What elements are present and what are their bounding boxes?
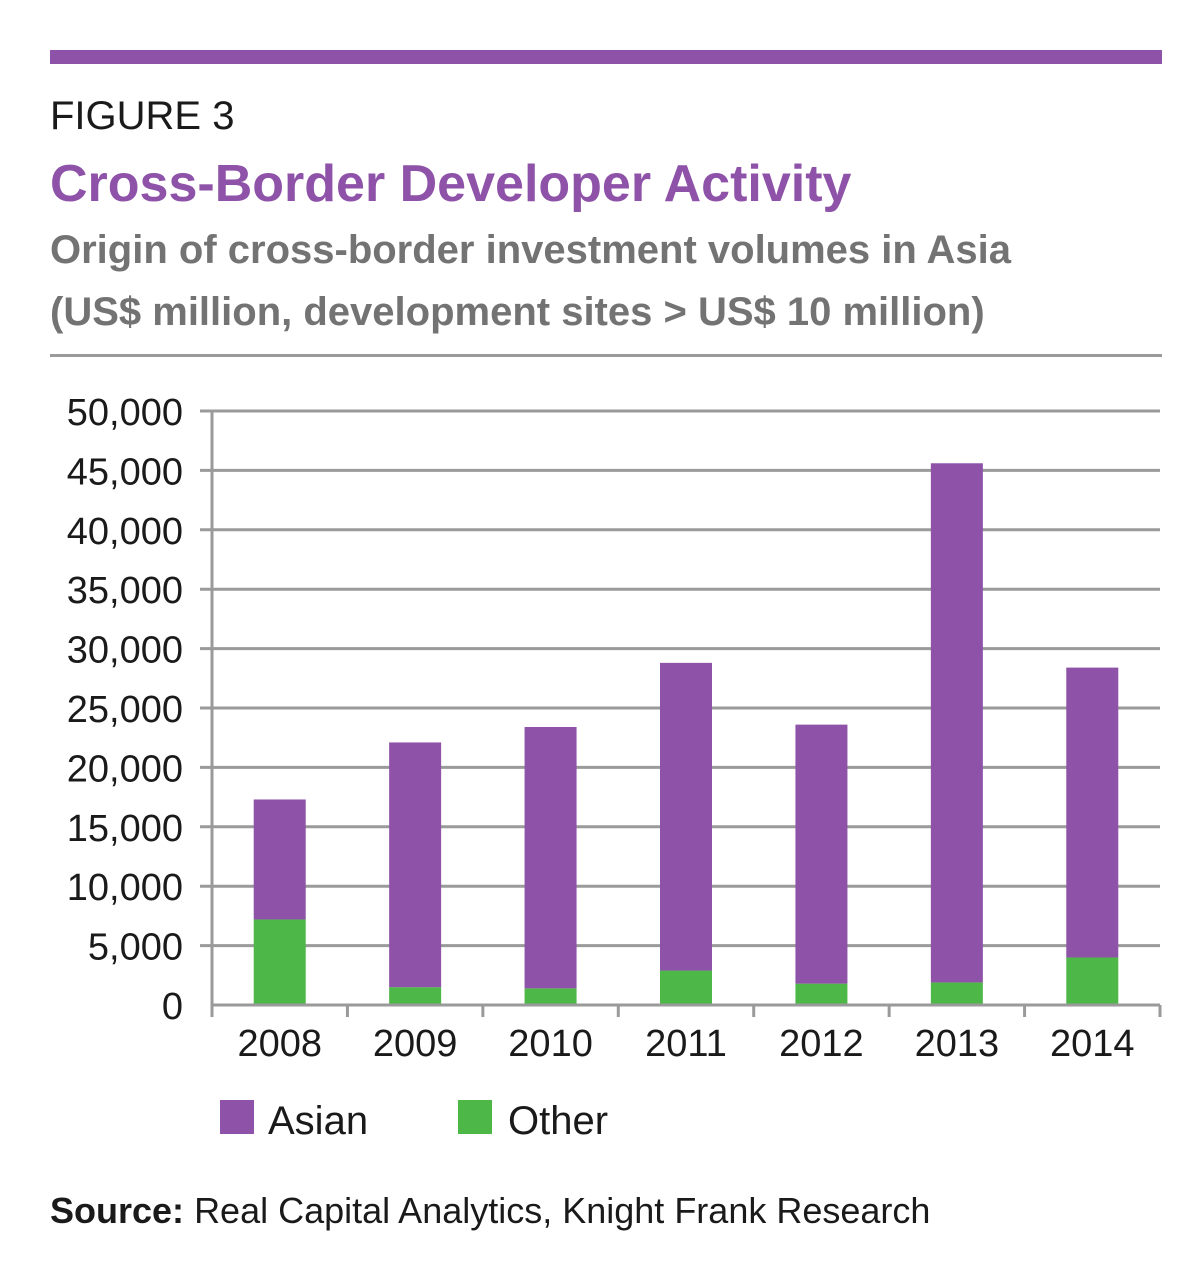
bar-other-2010 [524, 988, 577, 1005]
y-tick-label: 20,000 [67, 748, 183, 790]
chart-subtitle-line-1: Origin of cross-border investment volume… [50, 228, 1011, 272]
x-tick-label: 2009 [373, 1023, 458, 1065]
bar-asian-2012 [795, 724, 848, 984]
bar-asian-2009 [389, 742, 442, 988]
x-tick-label: 2013 [915, 1023, 1000, 1065]
legend-swatch-asian [220, 1100, 254, 1134]
bar-asian-2014 [1066, 667, 1119, 958]
x-tick-label: 2014 [1050, 1023, 1135, 1065]
figure-label: FIGURE 3 [50, 94, 235, 138]
source-text: Real Capital Analytics, Knight Frank Res… [194, 1190, 931, 1231]
legend-label-other: Other [508, 1099, 608, 1143]
bar-other-2011 [660, 970, 712, 1005]
top-accent-rule [50, 50, 1162, 64]
y-tick-label: 50,000 [67, 392, 183, 434]
bar-asian-2011 [660, 662, 712, 971]
source-note: Source: Real Capital Analytics, Knight F… [50, 1190, 930, 1232]
bar-other-2014 [1066, 957, 1119, 1005]
y-tick-label: 0 [162, 986, 183, 1028]
bar-other-2013 [930, 982, 983, 1005]
y-tick-label: 15,000 [67, 808, 183, 850]
bar-other-2009 [389, 987, 442, 1005]
legend-label-asian: Asian [268, 1099, 368, 1143]
bar-asian-2008 [253, 799, 306, 920]
legend-swatch-other [458, 1100, 492, 1134]
y-tick-label: 5,000 [88, 927, 183, 969]
x-tick-label: 2008 [237, 1023, 322, 1065]
y-tick-label: 40,000 [67, 511, 183, 553]
x-tick-label: 2012 [779, 1023, 864, 1065]
y-tick-label: 10,000 [67, 867, 183, 909]
chart-subtitle-line-2: (US$ million, development sites > US$ 10… [50, 290, 985, 334]
bar-asian-2013 [930, 463, 983, 983]
bar-other-2008 [253, 919, 306, 1005]
bar-other-2012 [795, 983, 848, 1005]
y-tick-label: 35,000 [67, 570, 183, 612]
x-tick-label: 2011 [645, 1023, 727, 1065]
subtitle-divider [50, 354, 1162, 357]
x-tick-label: 2010 [508, 1023, 593, 1065]
y-tick-label: 30,000 [67, 630, 183, 672]
y-tick-label: 45,000 [67, 451, 183, 493]
bar-asian-2010 [524, 727, 577, 989]
source-label: Source: [50, 1190, 185, 1231]
y-tick-label: 25,000 [67, 689, 183, 731]
chart-title: Cross-Border Developer Activity [50, 155, 852, 213]
